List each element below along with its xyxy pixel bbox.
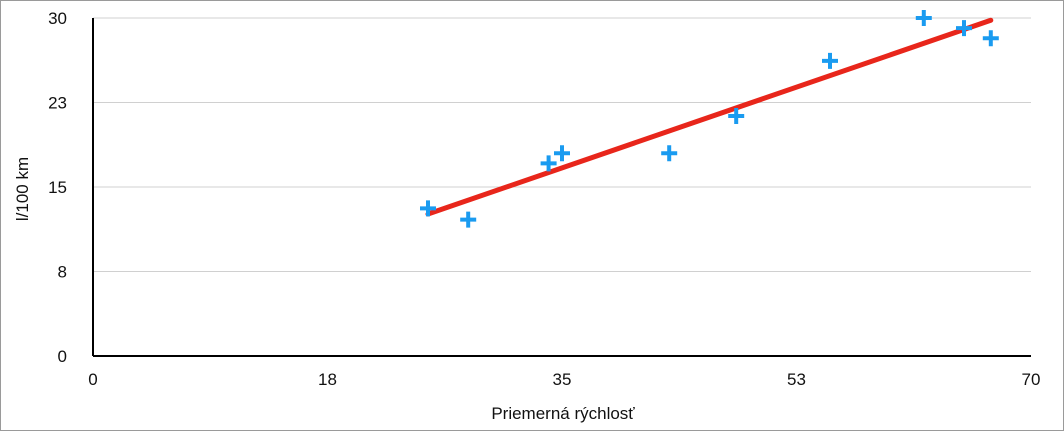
x-axis-title: Priemerná rýchlosť — [491, 404, 635, 423]
data-point-0-7 — [915, 10, 932, 26]
data-point-0-1 — [460, 211, 477, 228]
y-tick-labels: 0 8 15 23 30 — [48, 9, 67, 366]
data-points — [420, 10, 999, 228]
y-axis-title: l/100 km — [13, 157, 32, 221]
data-point-0-9 — [982, 30, 999, 47]
y-tick-label-2: 15 — [48, 178, 67, 197]
data-point-0-6 — [822, 52, 838, 69]
gridlines — [93, 17, 1031, 272]
x-tick-label-1: 18 — [318, 370, 337, 389]
x-tick-label-2: 35 — [553, 370, 572, 389]
x-tick-label-3: 53 — [787, 370, 806, 389]
data-point-0-5 — [728, 108, 745, 125]
x-tick-label-0: 0 — [88, 370, 97, 389]
y-tick-label-3: 23 — [48, 94, 67, 113]
x-tick-labels: 0 18 35 53 70 — [88, 370, 1040, 389]
y-tick-label-4: 30 — [48, 9, 67, 28]
trendline — [425, 17, 994, 217]
data-point-0-0 — [420, 200, 436, 217]
y-tick-label-0: 0 — [58, 347, 67, 366]
x-tick-label-4: 70 — [1022, 370, 1041, 389]
y-tick-label-1: 8 — [58, 263, 67, 282]
data-point-0-4 — [661, 145, 678, 162]
data-point-0-8 — [956, 20, 972, 37]
data-point-0-2 — [540, 155, 557, 172]
data-point-0-3 — [554, 145, 570, 162]
